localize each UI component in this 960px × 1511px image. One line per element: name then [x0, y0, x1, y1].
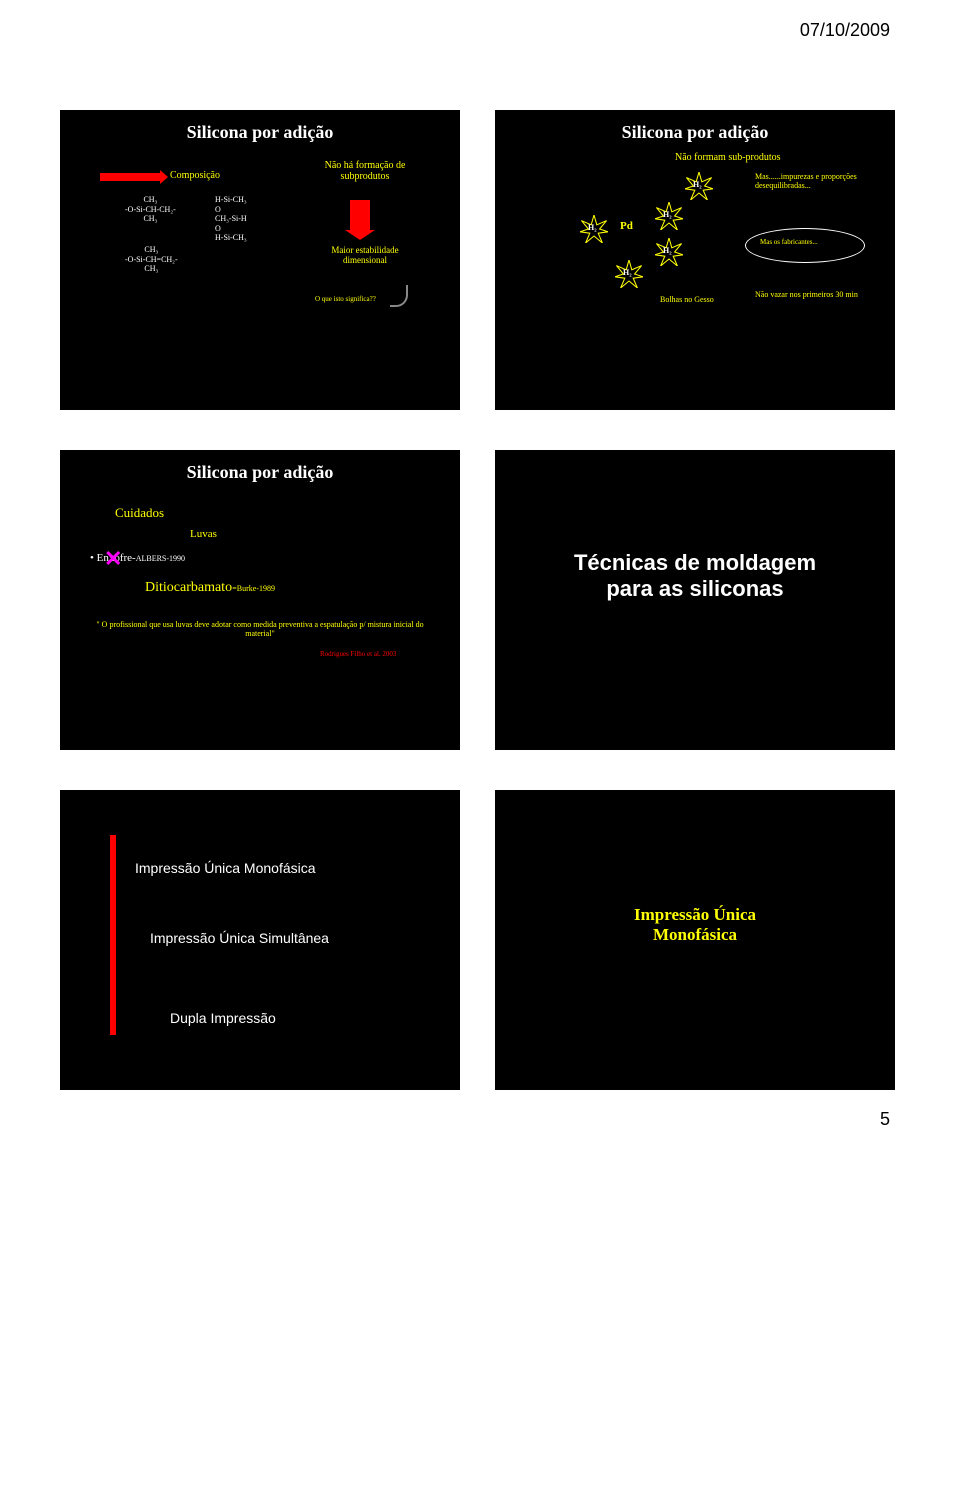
slide2-title: Silicona por adição	[495, 110, 895, 143]
enxofre-ref: ALBERS-1990	[136, 554, 185, 563]
page-number: 5	[880, 1109, 890, 1130]
chem-text: CH₃	[125, 264, 178, 274]
h2-label: H₂	[663, 246, 672, 255]
no-formacao-label: Não há formação de subprodutos	[310, 160, 420, 182]
heading-line2: Monofásica	[495, 925, 895, 945]
slide1-title: Silicona por adição	[60, 110, 460, 143]
h2-label: H₂	[623, 268, 632, 277]
list-item: Impressão Única Monofásica	[135, 860, 316, 876]
luvas-label: Luvas	[190, 528, 217, 540]
slide-4: Técnicas de moldagem para as siliconas	[495, 450, 895, 750]
nao-vazar-label: Não vazar nos primeiros 30 min	[755, 290, 858, 299]
chem-text: CH₃-Si-H	[215, 214, 247, 224]
slide-1: Silicona por adição Composição CH₃ -O-Si…	[60, 110, 460, 410]
chem-block-3: H-Si-CH₃ O CH₃-Si-H O H-Si-CH₃	[215, 195, 247, 243]
h2-label: H₂	[693, 180, 702, 189]
mas-impurezas-label: Mas......impurezas e proporções desequil…	[755, 172, 895, 190]
maior-label: Maior estabilidade dimensional	[320, 245, 410, 265]
ditio-label: Ditiocarbamato-Burke-1989	[145, 580, 275, 596]
list-item: Impressão Única Simultânea	[150, 930, 329, 946]
heading-line1: Impressão Única	[495, 905, 895, 925]
list-item: Dupla Impressão	[170, 1010, 276, 1026]
bolhas-label: Bolhas no Gesso	[660, 295, 714, 304]
slide3-title: Silicona por adição	[60, 450, 460, 483]
mas-fabricantes-label: Mas os fabricantes...	[760, 238, 818, 246]
ditio-ref: Burke-1989	[237, 584, 275, 593]
chem-text: H-Si-CH₃	[215, 233, 247, 243]
slide-5: Impressão Única Monofásica Impressão Úni…	[60, 790, 460, 1090]
oque-label: O que isto significa??	[315, 295, 376, 303]
chem-text: CH₃	[125, 214, 176, 224]
slide-grid: Silicona por adição Composição CH₃ -O-Si…	[0, 0, 960, 1150]
down-arrow-icon	[350, 200, 370, 230]
cuidados-label: Cuidados	[115, 505, 164, 521]
heading-line2: para as siliconas	[495, 576, 895, 602]
curve-arrow-icon	[390, 285, 408, 307]
slide-3: Silicona por adição Cuidados Luvas • Enx…	[60, 450, 460, 750]
chem-text: CH₃	[125, 195, 176, 205]
h2-label: H₂	[663, 210, 672, 219]
vertical-bar-icon	[110, 835, 116, 1035]
slide-2: Silicona por adição Não formam sub-produ…	[495, 110, 895, 410]
slide-6: Impressão Única Monofásica	[495, 790, 895, 1090]
chem-text: -O-Si-CH-CH₂-	[125, 205, 176, 215]
arrow-red-icon	[100, 173, 160, 181]
page-date: 07/10/2009	[800, 20, 890, 41]
chem-text: -O-Si-CH=CH₂-	[125, 255, 178, 265]
chem-text: O	[215, 205, 247, 215]
composicao-label: Composição	[170, 170, 220, 181]
chem-block-1: CH₃ -O-Si-CH-CH₂- CH₃	[125, 195, 176, 224]
pd-label: Pd	[620, 220, 633, 232]
heading-line1: Técnicas de moldagem	[495, 550, 895, 576]
quote-text: " O profissional que usa luvas deve adot…	[90, 620, 430, 638]
reference-text: Rodrigues Filho et al. 2003	[320, 650, 396, 658]
chem-text: H-Si-CH₃	[215, 195, 247, 205]
chem-text: O	[215, 224, 247, 234]
h2-label: H₂	[588, 223, 597, 232]
nao-formam-label: Não formam sub-produtos	[675, 152, 781, 163]
chem-text: CH₃	[125, 245, 178, 255]
ditio-text: Ditiocarbamato-	[145, 580, 237, 595]
x-mark-icon: ✕	[104, 546, 122, 572]
slide4-heading: Técnicas de moldagem para as siliconas	[495, 550, 895, 602]
slide6-heading: Impressão Única Monofásica	[495, 905, 895, 945]
chem-block-2: CH₃ -O-Si-CH=CH₂- CH₃	[125, 245, 178, 274]
